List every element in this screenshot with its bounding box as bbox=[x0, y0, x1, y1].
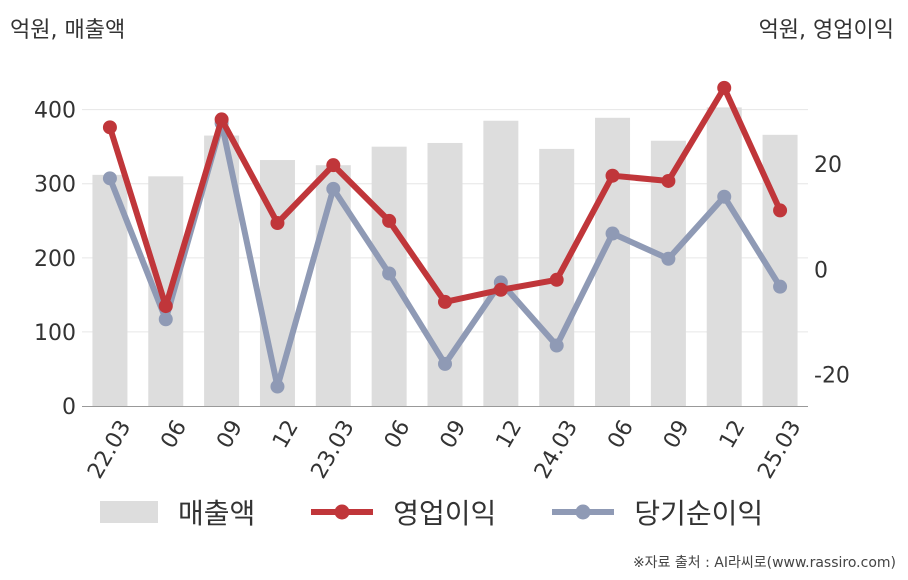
legend-label: 매출액 bbox=[178, 497, 256, 530]
series-point-net-income bbox=[382, 266, 397, 281]
legend-label: 영업이익 bbox=[393, 497, 497, 530]
series-point-operating-profit bbox=[102, 120, 117, 135]
x-tick-label: 23.03 bbox=[307, 416, 360, 480]
left-tick-label: 300 bbox=[34, 173, 76, 198]
x-tick-label: 25.03 bbox=[753, 416, 806, 480]
left-tick-label: 0 bbox=[62, 395, 76, 420]
series-point-operating-profit bbox=[438, 294, 452, 309]
left-tick-label: 100 bbox=[34, 321, 76, 346]
series-point-net-income bbox=[158, 312, 173, 327]
x-tick-label: 24.03 bbox=[530, 416, 583, 480]
right-tick-label: 20 bbox=[814, 153, 842, 178]
series-point-operating-profit bbox=[158, 299, 173, 314]
series-point-operating-profit bbox=[717, 80, 732, 95]
legend-label: 당기순이익 bbox=[634, 497, 764, 530]
legend-swatch-bar bbox=[100, 501, 158, 523]
left-tick-label: 200 bbox=[34, 247, 76, 272]
legend-swatch-line bbox=[311, 504, 374, 520]
x-tick-label: 09 bbox=[212, 416, 248, 453]
series-point-net-income bbox=[773, 279, 788, 294]
legend-item-revenue: 매출액 bbox=[100, 492, 255, 532]
x-axis-ticks: 22.03 06 09 12 23.03 06 09 12 24.03 06 09 12 25.03 bbox=[83, 416, 806, 480]
x-tick-label: 09 bbox=[436, 416, 472, 453]
source-note: ※자료 출처 : AI라씨로(www.rassiro.com) bbox=[632, 555, 896, 571]
profit-lines bbox=[102, 80, 788, 394]
legend-item-operating-profit: 영업이익 bbox=[311, 492, 496, 532]
revenue-bar bbox=[483, 120, 519, 406]
left-axis-unit: 억원, 매출액 bbox=[10, 18, 126, 43]
series-point-operating-profit bbox=[382, 213, 397, 228]
series-point-net-income bbox=[717, 189, 732, 204]
x-tick-label: 12 bbox=[268, 416, 304, 453]
series-point-operating-profit bbox=[661, 173, 676, 188]
right-tick-label: -20 bbox=[814, 363, 850, 388]
revenue-bar bbox=[315, 165, 351, 406]
revenue-bar bbox=[706, 107, 742, 406]
series-point-operating-profit bbox=[214, 112, 229, 127]
series-point-net-income bbox=[438, 356, 452, 371]
series-point-net-income bbox=[102, 171, 117, 186]
x-tick-label: 06 bbox=[603, 416, 639, 453]
legend-swatch-line bbox=[552, 504, 615, 520]
series-point-net-income bbox=[661, 251, 676, 266]
x-tick-label: 12 bbox=[715, 416, 751, 453]
series-point-operating-profit bbox=[549, 272, 564, 287]
right-axis-ticks: -20 0 20 bbox=[814, 153, 850, 388]
series-point-operating-profit bbox=[493, 282, 508, 297]
left-axis-ticks: 0 100 200 300 400 bbox=[34, 99, 76, 420]
series-point-net-income bbox=[270, 379, 285, 394]
series-point-net-income bbox=[605, 226, 620, 241]
series-point-net-income bbox=[549, 338, 564, 353]
left-tick-label: 400 bbox=[34, 99, 76, 124]
legend: 매출액 영업이익 당기순이익 bbox=[100, 492, 819, 532]
x-tick-label: 09 bbox=[659, 416, 695, 453]
series-point-net-income bbox=[326, 181, 341, 196]
x-tick-label: 12 bbox=[492, 416, 528, 453]
x-tick-label: 22.03 bbox=[83, 416, 136, 480]
legend-item-net-income: 당기순이익 bbox=[552, 492, 763, 532]
x-tick-label: 06 bbox=[156, 416, 192, 453]
right-axis-unit: 억원, 영업이익 bbox=[758, 18, 894, 43]
series-point-operating-profit bbox=[773, 203, 788, 218]
x-tick-label: 06 bbox=[380, 416, 416, 453]
right-tick-label: 0 bbox=[814, 258, 828, 283]
series-point-operating-profit bbox=[605, 168, 620, 183]
series-point-operating-profit bbox=[326, 158, 341, 173]
series-point-operating-profit bbox=[270, 216, 285, 231]
revenue-bars bbox=[92, 107, 798, 406]
